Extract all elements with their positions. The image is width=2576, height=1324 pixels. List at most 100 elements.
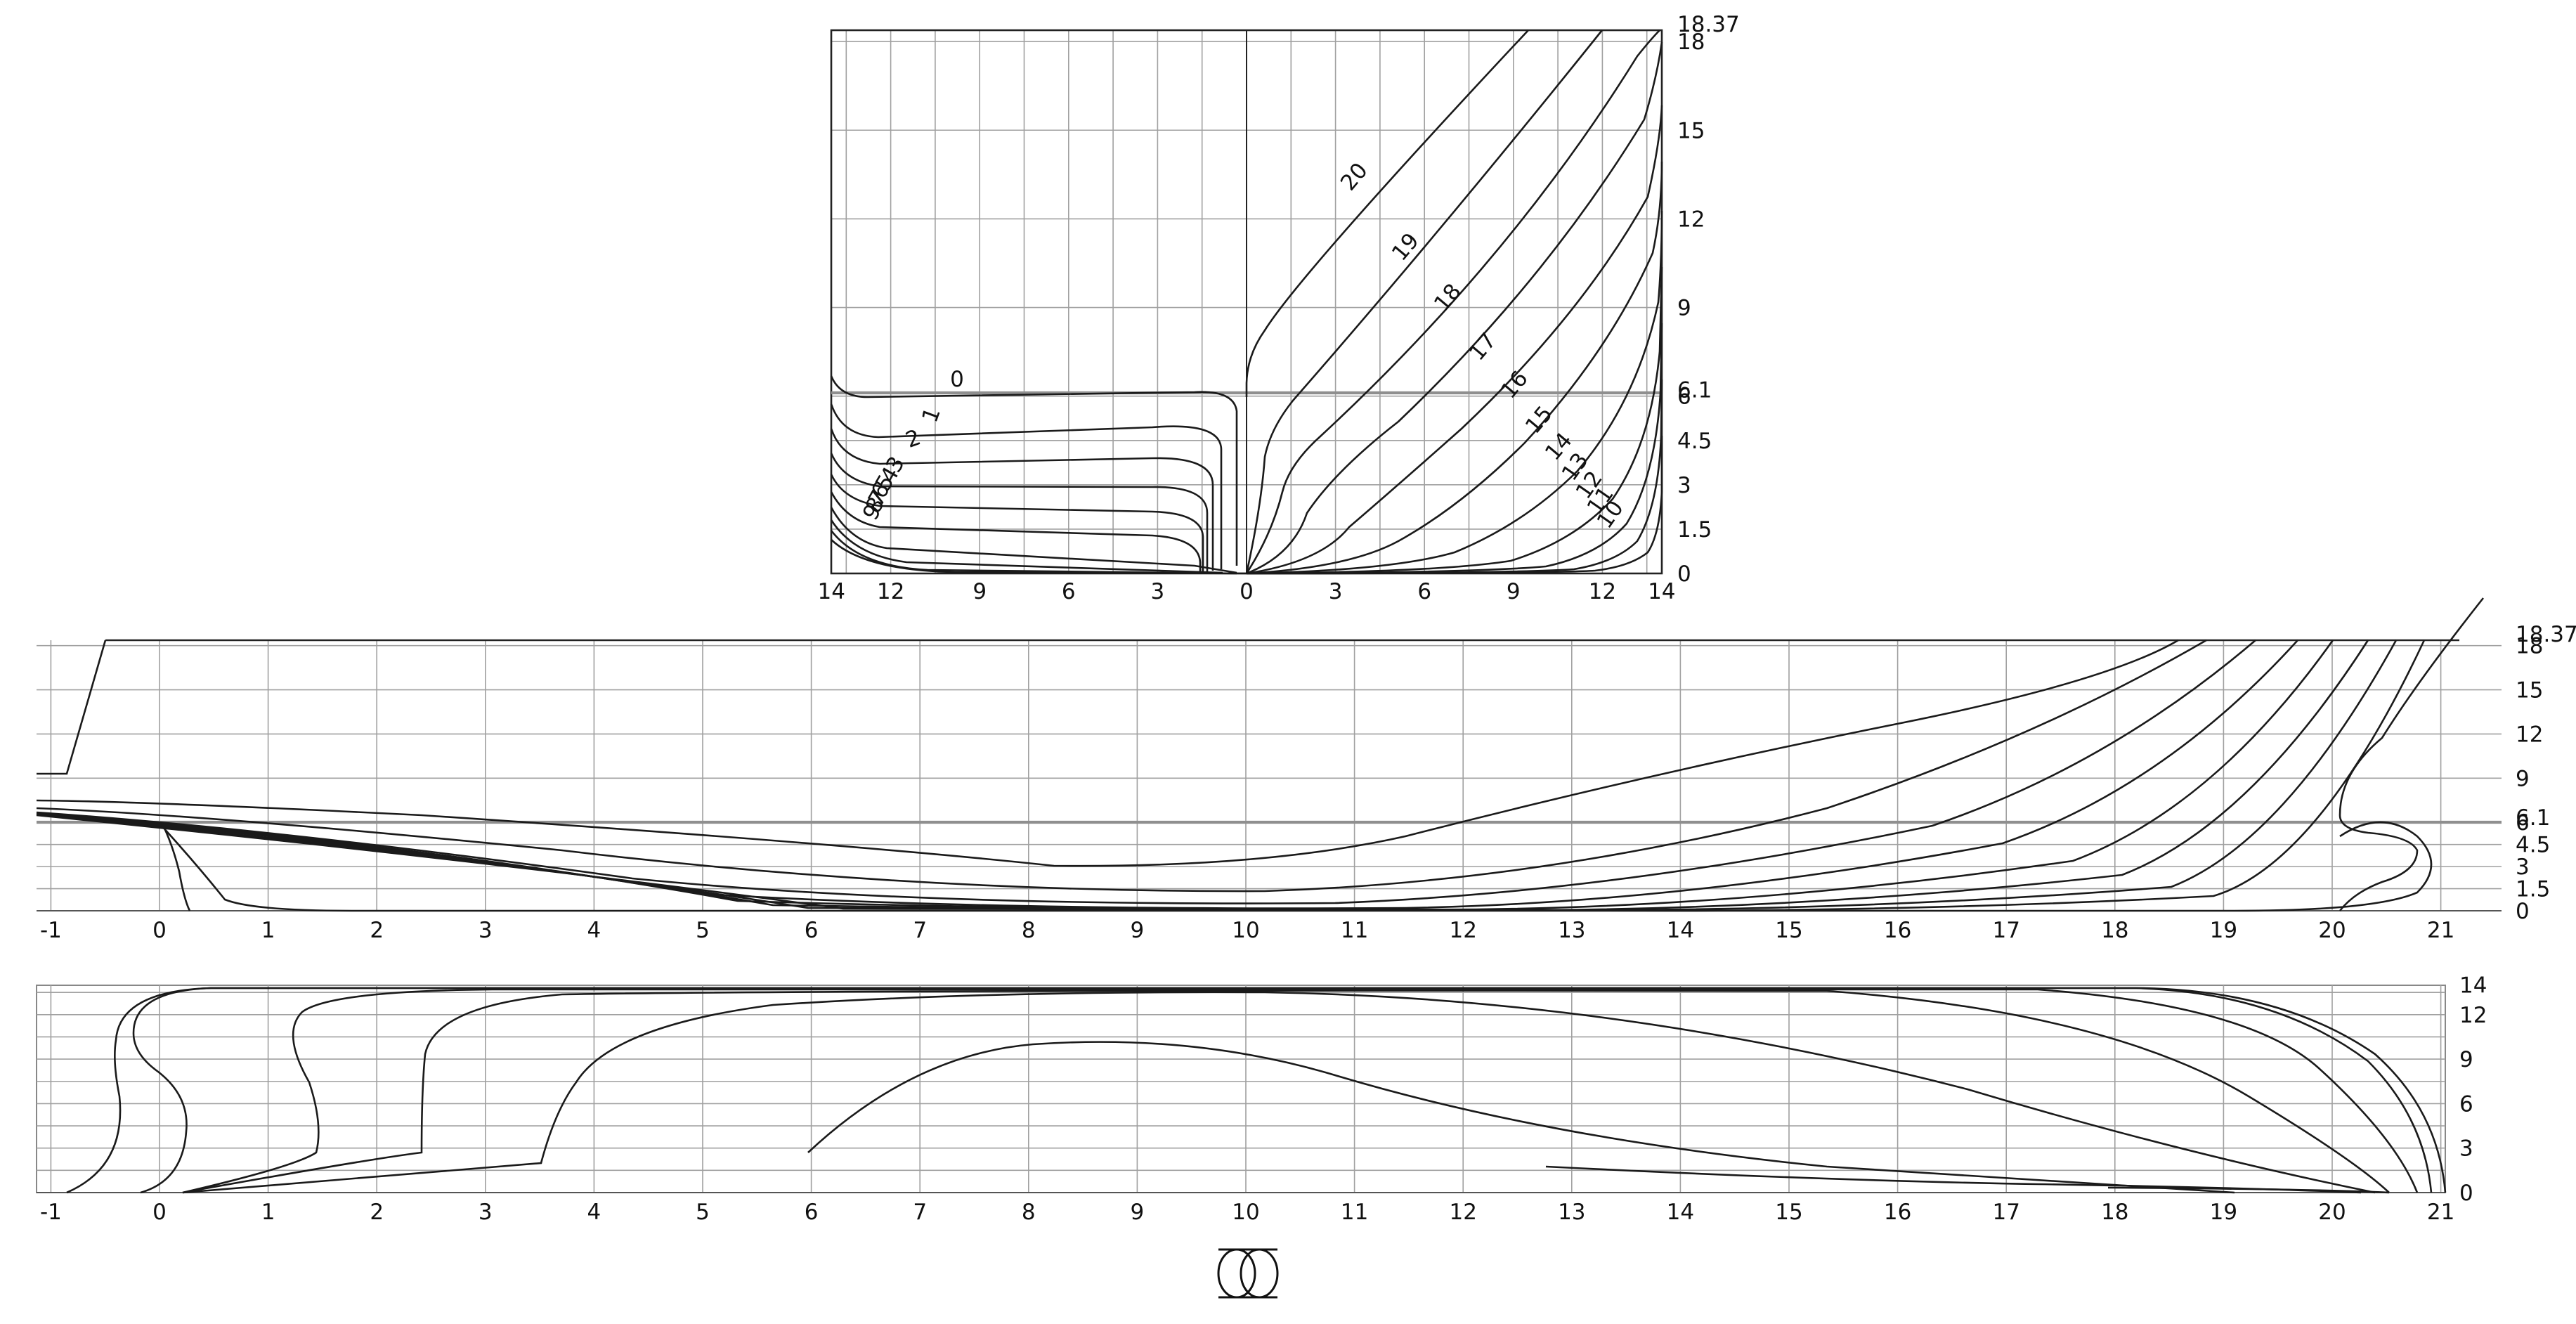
- section-line-15: [1246, 161, 1663, 575]
- section-line-16: [1246, 105, 1663, 575]
- plan-y-tick: 12: [2459, 1003, 2487, 1028]
- plan-y-tick: 9: [2459, 1047, 2473, 1072]
- body-plan-x-tick: 3: [1151, 579, 1165, 604]
- plan-x-tick: 2: [370, 1200, 384, 1225]
- section-line-5: [830, 491, 1202, 573]
- profile-x-tick: 0: [152, 918, 167, 943]
- profile-x-tick: 21: [2427, 918, 2454, 943]
- section-line-18: [1245, 30, 1660, 574]
- profile-x-tick: 6: [805, 918, 819, 943]
- bow-bulb-line: [2234, 821, 2433, 912]
- profile-view: -1 0 1 2 3 4 5 6 7 8 9 10 11 12 13 14 15 16 17 18 19 20 2101.5…: [36, 597, 2576, 943]
- section-line-19: [1245, 30, 1604, 574]
- body-plan-x-tick: 9: [1507, 579, 1521, 604]
- section-line-9: [831, 539, 1247, 575]
- body-plan-x-tick: 6: [1417, 579, 1431, 604]
- body-plan-x-tick: 14: [817, 579, 845, 604]
- stern-profile-line: [37, 640, 107, 775]
- plan-x-tick: 19: [2210, 1200, 2237, 1225]
- plan-frame: [36, 985, 2446, 1193]
- body-plan-x-tick: 12: [877, 579, 904, 604]
- section-line-7: [830, 519, 1223, 574]
- plan-y-tick: 3: [2459, 1136, 2473, 1162]
- station-label-1: 1: [917, 404, 946, 426]
- section-line-0: [830, 375, 1238, 566]
- body-plan-y-tick: 6: [1677, 384, 1691, 410]
- plan-x-tick: 3: [479, 1200, 493, 1225]
- buttock-line-10: [161, 825, 2235, 912]
- station-label-16: 16: [1496, 366, 1533, 403]
- profile-x-tick: 15: [1775, 918, 1802, 943]
- profile-x-tick: 20: [2318, 918, 2346, 943]
- plan-x-tick: 4: [587, 1200, 601, 1225]
- section-line-4: [830, 474, 1204, 573]
- plan-x-tick: 11: [1341, 1200, 1368, 1225]
- profile-x-tick: 9: [1131, 918, 1145, 943]
- body-plan-x-tick: 3: [1329, 579, 1343, 604]
- plan-y-tick: 14: [2459, 973, 2487, 999]
- body-plan-y-tick: 4.5: [1677, 429, 1712, 454]
- section-line-3: [830, 453, 1209, 572]
- profile-y-tick: 18: [2516, 634, 2543, 659]
- buttock-line-3: [36, 640, 2256, 904]
- profile-x-tick: 14: [1667, 918, 1694, 943]
- plan-x-tick: 16: [1884, 1200, 1911, 1225]
- profile-y-tick: 4.5: [2516, 833, 2550, 858]
- body-plan-x-tick: 12: [1589, 579, 1616, 604]
- plan-x-tick: 12: [1449, 1200, 1476, 1225]
- plan-x-tick: 18: [2101, 1200, 2128, 1225]
- waterline-3: [807, 1041, 2235, 1194]
- plan-y-tick: 6: [2459, 1091, 2473, 1117]
- section-line-6: [830, 507, 1237, 574]
- buttock-line-2: [36, 639, 2207, 893]
- midship-section-symbol: [1217, 1248, 1279, 1299]
- plan-x-tick: 0: [152, 1200, 167, 1225]
- plan-y-tick: 0: [2459, 1181, 2473, 1206]
- body-plan-x-tick: 6: [1062, 579, 1076, 604]
- profile-x-tick: 3: [479, 918, 493, 943]
- profile-y-tick: 1.5: [2516, 877, 2550, 902]
- body-plan-y-tick: 1.5: [1677, 517, 1712, 543]
- half-breadth-plan-view: -1 0 1 2 3 4 5 6 7 8 9 10 11 12 13 14 15 16 17 18 19 20 210369…: [36, 973, 2487, 1225]
- profile-axis-labels: -1 0 1 2 3 4 5 6 7 8 9 10 11 12 13 14 15 16 17 18 19 20 2101.5…: [40, 622, 2576, 943]
- plan-waterlines: [66, 987, 2447, 1194]
- profile-design-draft-label: 6.1: [2516, 805, 2550, 831]
- plan-x-tick: 20: [2318, 1200, 2346, 1225]
- body-plan-design-draft-label: 6.1: [1677, 377, 1712, 403]
- station-label-19: 19: [1387, 228, 1424, 266]
- section-line-2: [830, 428, 1214, 571]
- plan-x-tick: 15: [1775, 1200, 1802, 1225]
- profile-depth-label: 18.37: [2516, 622, 2576, 647]
- profile-y-tick: 9: [2516, 766, 2530, 791]
- station-label-2: 2: [902, 424, 924, 453]
- body-plan-y-tick: 0: [1677, 562, 1691, 587]
- plan-x-tick: 21: [2427, 1200, 2454, 1225]
- section-line-14: [1246, 210, 1663, 575]
- body-plan-view: 14 12 9 6 3 0 3 6 9 12 1401.534.5691215186.118.37 …: [817, 12, 1739, 604]
- profile-y-tick: 0: [2516, 899, 2530, 924]
- profile-x-tick: 19: [2210, 918, 2237, 943]
- plan-x-tick: 9: [1131, 1200, 1145, 1225]
- body-plan-y-tick: 18: [1677, 30, 1705, 55]
- buttock-line-9: [160, 822, 191, 911]
- bow-stem-line: [2338, 597, 2485, 911]
- section-line-17: [1246, 41, 1663, 575]
- plan-x-tick: 8: [1022, 1200, 1036, 1225]
- body-plan-x-tick: 14: [1648, 579, 1675, 604]
- profile-x-tick: 11: [1341, 918, 1368, 943]
- profile-x-tick: 10: [1232, 918, 1259, 943]
- profile-x-tick: -1: [40, 918, 62, 943]
- plan-x-tick: -1: [40, 1200, 62, 1225]
- station-label-0: 0: [950, 367, 964, 392]
- buttock-line-1: [36, 639, 2179, 867]
- buttock-line-6: [36, 640, 2369, 911]
- plan-grid: [36, 985, 2446, 1193]
- profile-x-tick: 18: [2101, 918, 2128, 943]
- profile-x-tick: 16: [1884, 918, 1911, 943]
- station-label-15: 15: [1521, 401, 1558, 439]
- plan-x-tick: 6: [805, 1200, 819, 1225]
- plan-x-tick: 13: [1558, 1200, 1585, 1225]
- plan-x-tick: 7: [913, 1200, 927, 1225]
- profile-x-tick: 7: [913, 918, 927, 943]
